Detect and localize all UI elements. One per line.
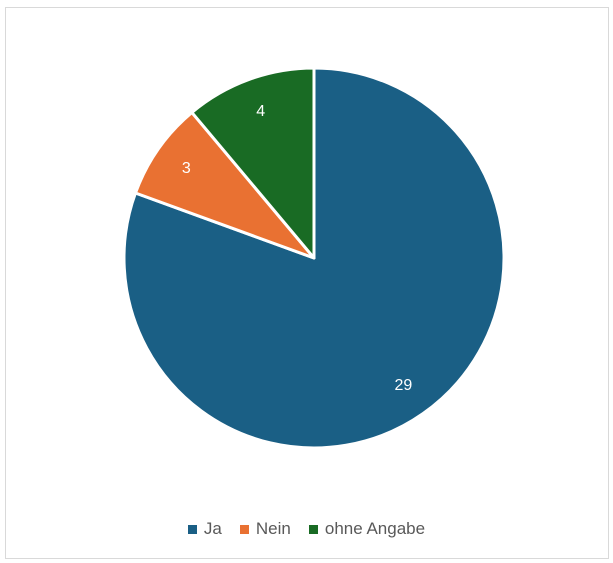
data-label-nein: 3	[182, 160, 191, 177]
legend-swatch-nein	[239, 524, 249, 534]
legend-swatch-ohne-angabe	[308, 524, 318, 534]
legend-item-nein: Nein	[239, 519, 291, 539]
legend-label-ja: Ja	[203, 519, 222, 538]
slice-ohne-angabe	[190, 66, 316, 260]
legend-label-ohne-angabe: ohne Angabe	[324, 519, 426, 538]
pie-slices	[122, 66, 506, 450]
data-label-ohne-angabe: 4	[256, 103, 265, 120]
legend-item-ohne-angabe: ohne Angabe	[308, 519, 426, 539]
legend-swatch-ja	[187, 524, 197, 534]
legend-item-ja: Ja	[187, 519, 222, 539]
data-label-ja: 29	[394, 377, 412, 394]
slice-nein	[133, 110, 316, 260]
chart-legend: Ja Nein ohne Angabe	[0, 519, 613, 539]
legend-label-nein: Nein	[255, 519, 291, 538]
pie-data-labels: 29 3 4	[182, 103, 412, 394]
